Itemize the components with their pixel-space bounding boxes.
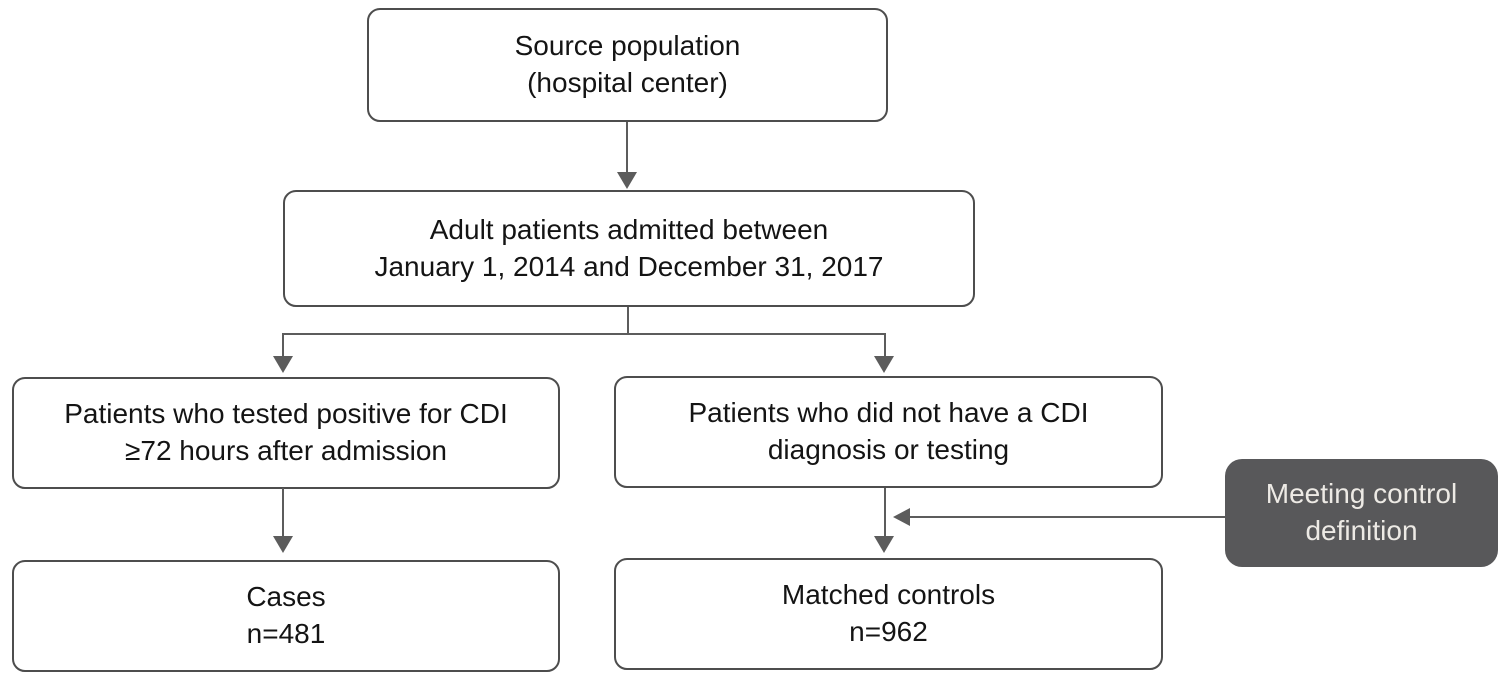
arrowhead-branch-to-no-cdi	[874, 356, 894, 373]
connector-cdi-positive-to-cases	[282, 488, 284, 536]
node-cases: Cases n=481	[12, 560, 560, 672]
connector-control-definition	[910, 516, 1225, 518]
arrowhead-cdi-positive-to-cases	[273, 536, 293, 553]
node-meeting-control-definition: Meeting control definition	[1225, 459, 1498, 567]
connector-source-to-admitted	[626, 122, 628, 172]
node-no-cdi-diagnosis: Patients who did not have a CDI diagnosi…	[614, 376, 1163, 488]
node-admitted-patients: Adult patients admitted between January …	[283, 190, 975, 307]
connector-admitted-stub	[627, 307, 629, 334]
arrowhead-branch-to-cdi-positive	[273, 356, 293, 373]
arrowhead-source-to-admitted	[617, 172, 637, 189]
node-matched-controls: Matched controls n=962	[614, 558, 1163, 670]
node-cdi-positive: Patients who tested positive for CDI ≥72…	[12, 377, 560, 489]
connector-branch-to-cdi-positive	[282, 333, 284, 356]
connector-branch-rail	[282, 333, 886, 335]
connector-branch-to-no-cdi	[884, 333, 886, 356]
node-source-population: Source population (hospital center)	[367, 8, 888, 122]
connector-no-cdi-to-matched-controls	[884, 488, 886, 536]
arrowhead-no-cdi-to-matched-controls	[874, 536, 894, 553]
arrowhead-control-definition	[893, 508, 910, 526]
